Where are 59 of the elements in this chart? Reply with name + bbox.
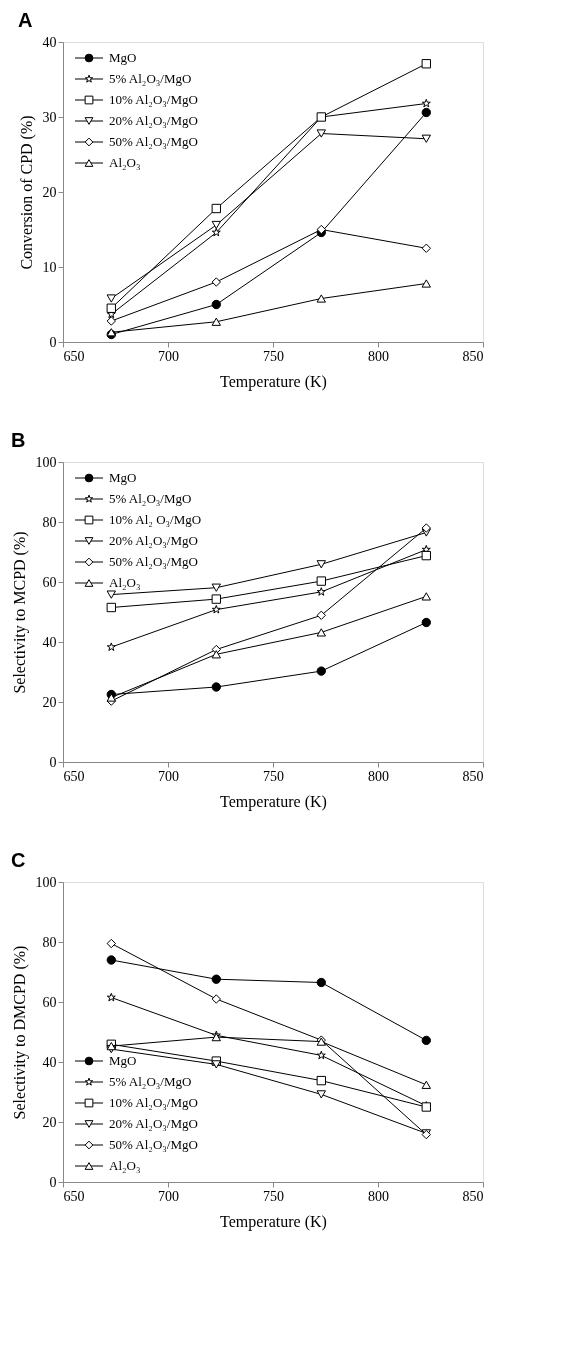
x-tick-label: 850 [462, 348, 484, 364]
y-tick-label: 100 [35, 874, 57, 890]
y-tick-label: 60 [42, 574, 57, 590]
legend-label: 5% Al₂O₃/MgO [109, 71, 192, 86]
y-tick-label: 60 [42, 994, 57, 1010]
x-tick-label: 750 [263, 768, 284, 784]
y-tick-label: 0 [49, 1174, 57, 1190]
legend-label: 20% Al₂O₃/MgO [109, 533, 198, 548]
x-tick-label: 800 [368, 348, 389, 364]
x-tick-label: 750 [263, 1188, 284, 1204]
legend-label: 50% Al₂O₃/MgO [109, 554, 198, 569]
x-axis-title: Temperature (K) [220, 792, 327, 811]
x-tick-label: 850 [462, 768, 484, 784]
y-tick-label: 10 [42, 259, 57, 275]
y-tick-label: 40 [42, 34, 57, 50]
y-tick-label: 40 [42, 1054, 57, 1070]
chart-title: C [11, 849, 26, 871]
x-tick-label: 650 [63, 348, 85, 364]
legend-label: 5% Al₂O₃/MgO [109, 1074, 192, 1089]
y-tick-label: 0 [49, 754, 57, 770]
legend-label: Al₂O₃ [109, 575, 141, 590]
x-axis-title: Temperature (K) [220, 372, 327, 391]
legend-label: MgO [109, 470, 137, 485]
y-tick-label: 0 [49, 334, 57, 350]
legend-label: Al₂O₃ [109, 155, 141, 170]
y-tick-label: 40 [42, 634, 57, 650]
legend-label: 20% Al₂O₃/MgO [109, 113, 198, 128]
x-tick-label: 750 [263, 348, 284, 364]
y-tick-label: 20 [42, 1114, 57, 1130]
x-tick-label: 650 [63, 768, 85, 784]
x-tick-label: 850 [462, 1188, 484, 1204]
x-tick-label: 800 [368, 1188, 389, 1204]
legend-label: 10% Al₂ O₃/MgO [109, 512, 202, 527]
legend-label: 5% Al₂O₃/MgO [109, 491, 192, 506]
y-axis-title: Selectivity to MCPD (%) [10, 531, 29, 694]
legend-label: Al₂O₃ [109, 1158, 141, 1173]
x-axis-title: Temperature (K) [220, 1212, 327, 1231]
legend-label: 10% Al₂O₃/MgO [109, 92, 198, 107]
y-axis-title: Selectivity to DMCPD (%) [10, 945, 29, 1120]
legend-label: 50% Al₂O₃/MgO [109, 1137, 198, 1152]
legend-label: 50% Al₂O₃/MgO [109, 134, 198, 149]
y-tick-label: 80 [42, 514, 57, 530]
x-tick-label: 700 [158, 348, 179, 364]
legend-label: MgO [109, 50, 137, 65]
x-tick-label: 700 [158, 1188, 179, 1204]
y-tick-label: 20 [42, 184, 57, 200]
legend-label: 10% Al₂O₃/MgO [109, 1095, 198, 1110]
x-tick-label: 650 [63, 1188, 85, 1204]
chart-title: B [11, 429, 26, 451]
chart-title: A [18, 9, 33, 31]
x-tick-label: 800 [368, 768, 389, 784]
y-tick-label: 100 [35, 454, 57, 470]
y-tick-label: 30 [42, 109, 57, 125]
x-tick-label: 700 [158, 768, 179, 784]
legend-label: MgO [109, 1053, 137, 1068]
y-tick-label: 20 [42, 694, 57, 710]
y-tick-label: 80 [42, 934, 57, 950]
y-axis-title: Conversion of CPD (%) [17, 115, 36, 270]
legend-label: 20% Al₂O₃/MgO [109, 1116, 198, 1131]
